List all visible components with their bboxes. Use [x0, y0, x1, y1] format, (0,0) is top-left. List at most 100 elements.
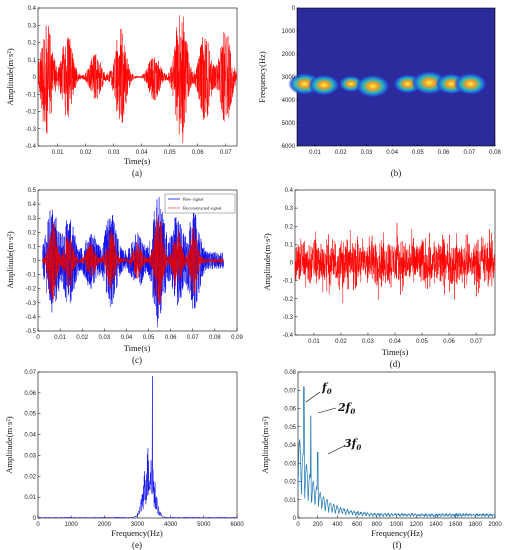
y-tick-label: -0.3: [283, 315, 294, 321]
panel-d-caption: (d): [390, 359, 401, 369]
x-tick-label: 0.05: [412, 150, 424, 156]
x-tick-label: 0.07: [470, 339, 482, 345]
x-tick-label: 1600: [449, 522, 463, 528]
x-tick-label: 0.06: [165, 335, 177, 341]
y-tick-label: 0.5: [28, 188, 37, 194]
x-tick-label: 6000: [230, 522, 244, 528]
y-tick-label: 0.06: [24, 391, 36, 397]
x-tick-label: 0.01: [308, 339, 320, 345]
x-tick-label: 0.04: [386, 150, 398, 156]
y-tick-label: -0.1: [26, 273, 37, 279]
x-tick-label: 0.07: [220, 150, 232, 156]
y-tick-label: 0.02: [24, 474, 36, 480]
panel-d: 0.01 0.02 0.03 0.04 0.05 0.06 0.07 0.4 0.3 0.2 0.1…: [262, 188, 496, 369]
spectrogram-hotspot: [308, 74, 340, 96]
y-tick-label: 0.4: [28, 6, 37, 12]
panel-f-xlabel: Frequency(Hz): [371, 528, 423, 538]
x-tick-label: 0.06: [438, 150, 450, 156]
panel-c: 0 0.01 0.02 0.03 0.04 0.05 0.06 0.07 0.08 0.09 0.5…: [5, 188, 243, 365]
y-tick-label: 0.01: [24, 495, 36, 501]
panel-e: 0 1000 2000 3000 4000 5000 6000 0.07 0.06 0.05 0.0…: [4, 370, 244, 550]
x-tick-label: 0.07: [463, 150, 475, 156]
panel-a-signal: [37, 15, 238, 144]
x-tick-label: 2000: [98, 522, 112, 528]
panel-c-caption: (c): [132, 355, 142, 365]
x-tick-label: 0.04: [389, 339, 401, 345]
panel-a: 0.01 0.02 0.03 0.04 0.05 0.06 0.07 0.4 0.3 0.2 0.1…: [5, 6, 238, 178]
x-tick-label: 0.03: [362, 339, 374, 345]
panel-d-ylabel: Amplitude(m·s²): [262, 233, 272, 290]
x-tick-label: 0.04: [136, 150, 148, 156]
y-tick-label: -0.4: [26, 315, 37, 321]
x-tick-label: 0.02: [335, 150, 347, 156]
x-tick-label: 0.05: [143, 335, 155, 341]
x-tick-label: 0.05: [416, 339, 428, 345]
panel-f-ylabel: Amplitude(m·s²): [260, 416, 270, 473]
x-tick-label: 0.03: [98, 335, 110, 341]
x-tick-label: 0: [296, 522, 300, 528]
x-tick-label: 0.08: [489, 150, 501, 156]
y-tick-label: -0.4: [26, 144, 37, 150]
y-tick-label: 0.2: [285, 224, 294, 230]
x-tick-label: 0.01: [52, 150, 64, 156]
y-tick-label: 0.3: [285, 206, 294, 212]
panel-b-caption: (b): [391, 168, 402, 178]
panel-f: 0 200 400 600 800 1000 1200 1400 1600 1800 2000 0.0…: [260, 370, 502, 550]
x-tick-label: 0: [36, 335, 40, 341]
annotation-f0: f0: [321, 381, 332, 396]
y-tick-label: -0.3: [26, 301, 37, 307]
legend-raw-label: Raw signal: [183, 197, 204, 202]
x-tick-label: 1200: [410, 522, 424, 528]
y-tick-label: 5000: [282, 121, 296, 127]
x-tick-label: 0.02: [335, 339, 347, 345]
x-tick-label: 5000: [197, 522, 211, 528]
panel-c-ylabel: Amplitude(m·s²): [5, 231, 15, 288]
panel-e-xlabel: Frequency(Hz): [111, 528, 163, 538]
y-tick-label: 0.02: [284, 480, 296, 486]
x-tick-label: 0.07: [187, 335, 199, 341]
x-tick-label: 0.02: [80, 150, 92, 156]
y-tick-label: 0.07: [284, 388, 296, 394]
y-tick-label: -0.4: [283, 333, 294, 339]
panel-a-ylabel: Amplitude(m·s²): [5, 48, 15, 105]
y-tick-label: -0.5: [26, 329, 37, 335]
panel-c-ticks: 0 0.01 0.02 0.03 0.04 0.05 0.06 0.07 0.08 0.09 0.5…: [26, 188, 244, 341]
y-tick-label: 6000: [282, 144, 296, 150]
y-tick-label: 0.03: [284, 461, 296, 467]
x-tick-label: 800: [372, 522, 383, 528]
y-tick-label: 0.3: [28, 23, 37, 29]
x-tick-label: 3000: [131, 522, 145, 528]
y-tick-label: -0.1: [283, 279, 294, 285]
panel-f-plotframe: [297, 371, 496, 519]
panel-a-xlabel: Time(s): [124, 156, 151, 166]
y-tick-label: 0: [33, 516, 37, 522]
y-tick-label: 0.1: [28, 244, 37, 250]
x-tick-label: 0.04: [121, 335, 133, 341]
panel-e-caption: (e): [132, 540, 142, 550]
y-tick-label: 0: [293, 516, 297, 522]
y-tick-label: 3000: [282, 75, 296, 81]
y-tick-label: 0.1: [285, 242, 294, 248]
y-tick-label: 0.4: [28, 202, 37, 208]
y-tick-label: 0.03: [24, 453, 36, 459]
y-tick-label: 0: [33, 259, 37, 265]
x-tick-label: 1800: [469, 522, 483, 528]
x-tick-label: 0.06: [443, 339, 455, 345]
panel-b-ylabel: Frequency(Hz): [257, 51, 267, 103]
panel-d-signal: [294, 222, 496, 304]
panel-a-ticks: 0.01 0.02 0.03 0.04 0.05 0.06 0.07 0.4 0.3 0.2 0.1…: [26, 6, 233, 156]
panel-f-caption: (f): [393, 540, 402, 550]
y-tick-label: 0.05: [24, 412, 36, 418]
panel-e-spectrum: [37, 375, 238, 519]
panel-e-ylabel: Amplitude(m·s²): [4, 416, 14, 473]
y-tick-label: 0.04: [284, 443, 296, 449]
y-tick-label: 0.2: [28, 41, 37, 47]
y-tick-label: 2000: [282, 52, 296, 58]
y-tick-label: 0.04: [24, 433, 36, 439]
x-tick-label: 0.03: [108, 150, 120, 156]
panel-c-xlabel: Time(s): [124, 343, 151, 353]
y-tick-label: 0: [33, 75, 37, 81]
panel-b: 0.01 0.02 0.03 0.04 0.05 0.06 0.07 0.08 0 1000 200…: [257, 6, 501, 178]
spectrogram-hotspot: [453, 72, 488, 95]
